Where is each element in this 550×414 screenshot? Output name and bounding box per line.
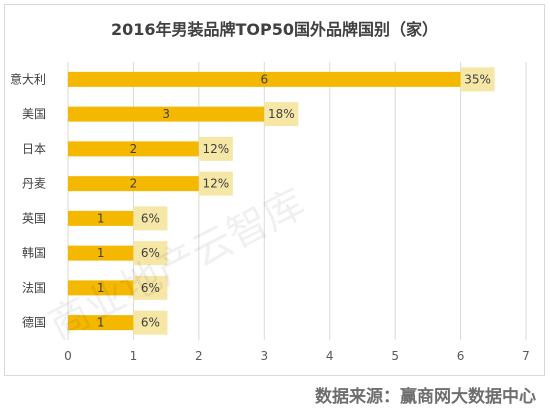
percent-label-box xyxy=(198,136,233,161)
bar xyxy=(68,141,199,157)
x-tick-label: 7 xyxy=(522,349,530,363)
percent-label-box xyxy=(198,171,233,196)
watermark-text: 商业地产云智库 xyxy=(42,181,312,349)
percent-label: 6% xyxy=(141,246,160,260)
bar-value-label: 2 xyxy=(130,177,138,191)
percent-label-box xyxy=(133,241,168,266)
percent-label: 6% xyxy=(141,211,160,225)
percent-label-box xyxy=(264,102,299,127)
bar xyxy=(68,106,265,122)
category-label: 美国 xyxy=(22,107,46,121)
bar-value-label: 2 xyxy=(130,142,138,156)
percent-label: 6% xyxy=(141,281,160,295)
category-label: 法国 xyxy=(22,281,46,295)
percent-label-box xyxy=(133,275,168,300)
x-tick-label: 2 xyxy=(195,349,203,363)
percent-label-box xyxy=(133,310,168,335)
x-tick-label: 3 xyxy=(260,349,268,363)
category-label: 德国 xyxy=(22,315,46,330)
bar xyxy=(68,280,134,296)
bar xyxy=(68,210,134,226)
x-tick-label: 4 xyxy=(326,349,334,363)
bar-value-label: 1 xyxy=(97,211,105,225)
percent-label: 12% xyxy=(203,177,230,191)
percent-label: 18% xyxy=(268,107,295,121)
category-label: 意大利 xyxy=(10,71,46,86)
bar xyxy=(68,71,461,87)
grid-layer xyxy=(67,62,527,340)
bar-value-label: 1 xyxy=(97,246,105,260)
bar-value-label: 6 xyxy=(260,72,268,86)
bar-value-label: 1 xyxy=(97,316,105,330)
percent-label: 12% xyxy=(203,142,230,156)
bar-value-label: 1 xyxy=(97,281,105,295)
percent-label-box xyxy=(133,206,168,231)
percent-label-box xyxy=(460,67,495,92)
category-label: 日本 xyxy=(22,142,46,156)
percent-label: 6% xyxy=(141,316,160,330)
category-label: 韩国 xyxy=(22,245,46,260)
bar xyxy=(68,176,199,192)
bar-layer xyxy=(68,71,461,331)
percent-label: 35% xyxy=(464,72,491,86)
bar xyxy=(68,315,134,331)
x-tick-label: 5 xyxy=(391,349,399,363)
x-tick-label: 0 xyxy=(64,349,72,363)
source-note: 数据来源：赢商网大数据中心 xyxy=(315,387,536,407)
chart-title: 2016年男装品牌TOP50国外品牌国别（家） xyxy=(110,20,439,39)
x-tick-label: 6 xyxy=(457,349,465,363)
category-label: 丹麦 xyxy=(22,177,46,191)
category-label: 英国 xyxy=(22,211,46,225)
label-layer: 6 35% 3 18% 2 12% 2 12% 1 6% 1 6% 1 6% 1 6% xyxy=(97,67,495,335)
x-tick-label: 1 xyxy=(130,349,138,363)
bar xyxy=(68,245,134,261)
bar-value-label: 3 xyxy=(162,107,170,121)
